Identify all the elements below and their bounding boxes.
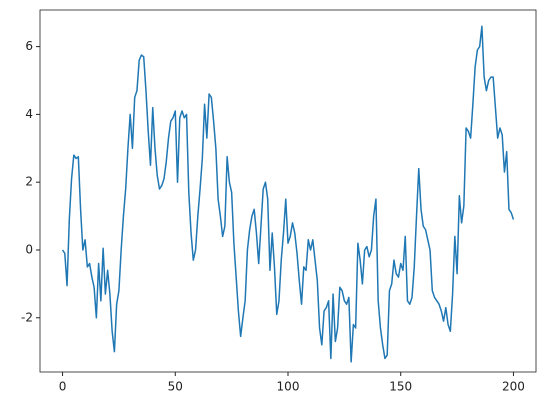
y-tick-label: -2	[21, 310, 33, 324]
y-tick-label: 2	[25, 175, 33, 189]
y-tick-label: 4	[25, 107, 33, 121]
x-tick-label: 100	[277, 380, 300, 394]
x-tick-label: 150	[389, 380, 412, 394]
x-tick-label: 200	[502, 380, 525, 394]
x-tick-label: 0	[59, 380, 67, 394]
axes-frame	[39, 9, 537, 373]
x-tick-label: 50	[168, 380, 183, 394]
line-series	[61, 25, 515, 363]
y-tick-label: 0	[25, 242, 33, 256]
y-tick-label: 6	[25, 39, 33, 53]
